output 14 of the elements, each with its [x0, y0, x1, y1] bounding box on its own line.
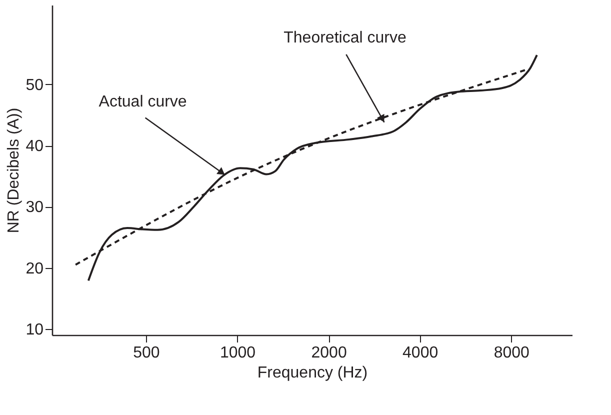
x-tick-label: 8000 — [494, 344, 530, 362]
annotation: Theoretical curve — [284, 29, 406, 46]
y-tick-label: 50 — [26, 76, 44, 94]
x-axis-title: Frequency (Hz) — [257, 364, 368, 382]
x-tick-label: 2000 — [311, 344, 347, 362]
y-tick-label: 30 — [26, 199, 44, 216]
annotation: Actual curve — [98, 94, 187, 110]
y-axis-title: NR (Decibels (A)) — [6, 108, 23, 234]
y-tick-label: 40 — [26, 138, 44, 156]
y-tick-label: 20 — [26, 260, 44, 278]
x-tick-label: 1000 — [220, 344, 256, 362]
x-tick-label: 4000 — [402, 344, 438, 362]
y-tick-label: 10 — [26, 321, 44, 338]
x-tick-label: 500 — [133, 344, 160, 362]
